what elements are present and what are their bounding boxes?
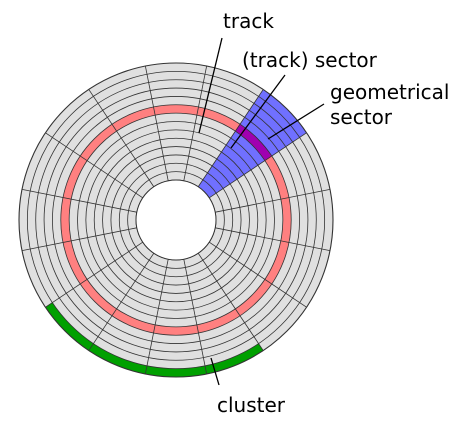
label-track: track bbox=[223, 9, 274, 33]
track-boundary bbox=[110, 154, 242, 286]
track-boundary bbox=[77, 121, 275, 319]
label-geometrical-sector-line2: sector bbox=[330, 105, 393, 129]
leader-cluster bbox=[210, 357, 220, 386]
sector-boundary bbox=[197, 253, 264, 351]
sector-boundary bbox=[45, 132, 143, 199]
sector-boundary bbox=[197, 89, 264, 187]
sector-boundary bbox=[209, 132, 307, 199]
sector-boundary bbox=[45, 241, 143, 308]
spindle-hole bbox=[135, 179, 217, 261]
sector-boundary bbox=[183, 65, 208, 181]
label-cluster: cluster bbox=[217, 393, 286, 417]
track-boundary bbox=[93, 137, 259, 303]
leader-track bbox=[198, 37, 223, 134]
sector-boundary bbox=[21, 227, 137, 252]
track-boundary bbox=[85, 129, 267, 311]
sector-boundary bbox=[215, 227, 331, 252]
labels-group: track (track) sector geometrical sector … bbox=[217, 9, 449, 417]
track-sector bbox=[235, 124, 272, 161]
sector-boundary bbox=[209, 241, 307, 308]
sector-boundary bbox=[88, 89, 155, 187]
label-track-sector: (track) sector bbox=[242, 48, 378, 72]
track-boundary bbox=[52, 96, 300, 344]
track-boundary bbox=[35, 79, 317, 361]
sector-boundary bbox=[144, 65, 169, 181]
track-boundary bbox=[127, 171, 225, 269]
sector-boundary bbox=[21, 188, 137, 213]
track-boundary bbox=[68, 112, 284, 328]
sector-boundary bbox=[183, 259, 208, 375]
track-boundary bbox=[43, 87, 309, 353]
sector-boundary bbox=[88, 253, 155, 351]
track-boundary bbox=[118, 162, 234, 278]
track-boundary bbox=[18, 62, 334, 378]
leader-track-sector bbox=[230, 74, 286, 149]
sector-boundary bbox=[215, 188, 331, 213]
track-boundary bbox=[26, 70, 326, 370]
disk-platter bbox=[18, 62, 334, 378]
leader-lines bbox=[198, 37, 325, 386]
sector-boundary bbox=[144, 259, 169, 375]
leader-geometrical-sector bbox=[267, 103, 325, 140]
label-geometrical-sector-line1: geometrical bbox=[330, 80, 449, 104]
track-boundary bbox=[60, 104, 292, 336]
track-boundary bbox=[102, 146, 250, 294]
